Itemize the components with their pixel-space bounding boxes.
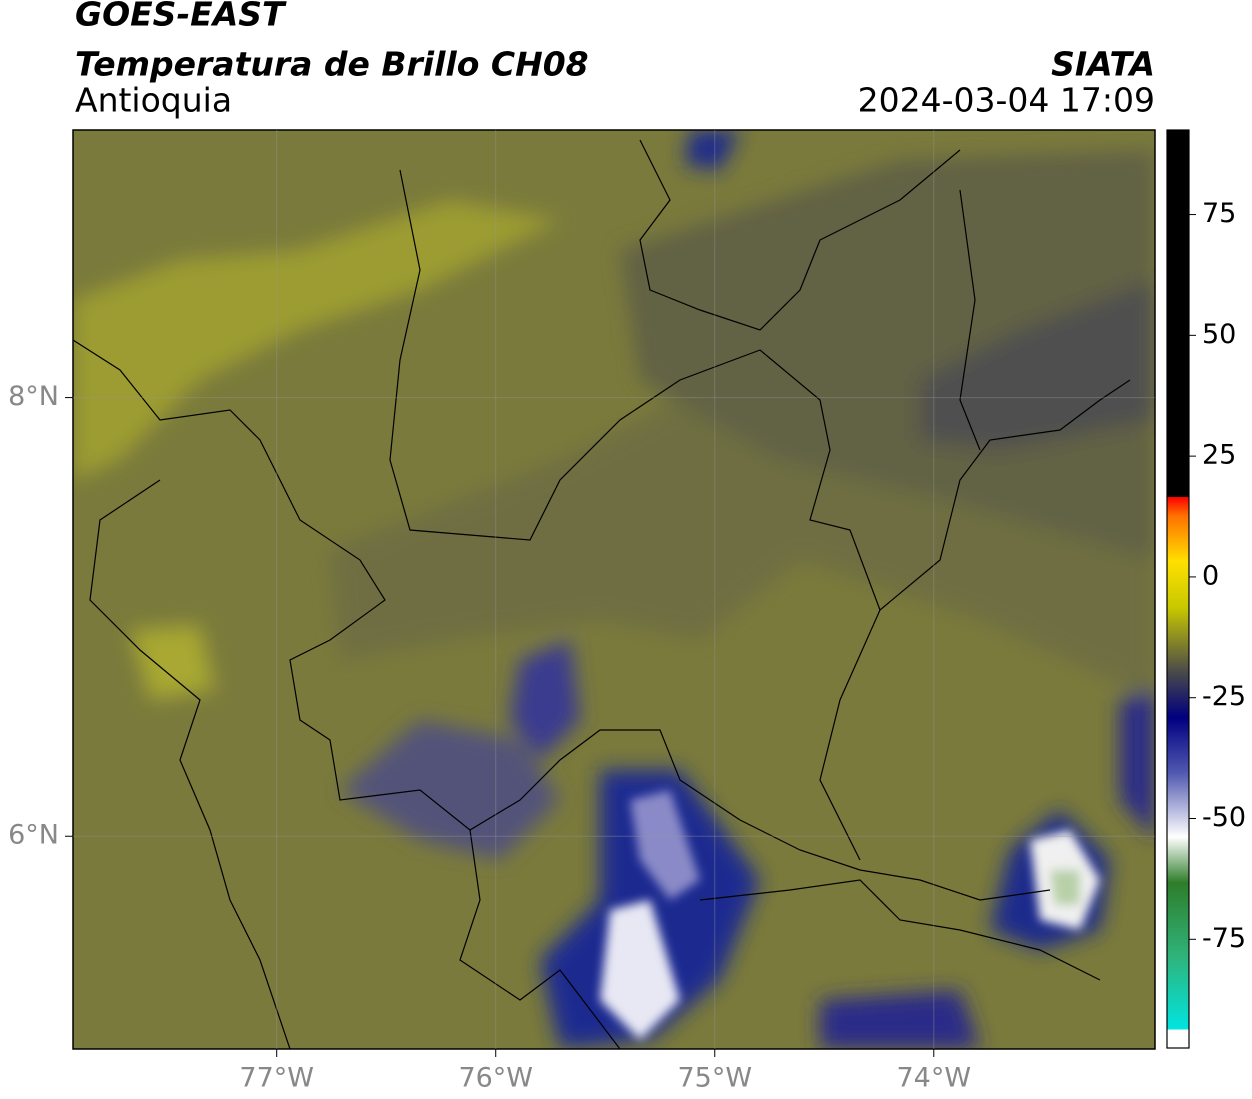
source: SIATA: [1051, 45, 1155, 84]
x-tick-label: 75°W: [677, 1063, 752, 1094]
datetime: 2024-03-04 17:09: [858, 81, 1155, 120]
subtitle: Temperatura de Brillo CH08: [75, 45, 589, 84]
x-tick-label: 77°W: [239, 1063, 314, 1094]
colorbar-tick-label: 75: [1202, 198, 1236, 229]
colorbar: [1166, 129, 1190, 1049]
colorbar-tick-label: 0: [1202, 560, 1219, 591]
colorbar-tick-label: -25: [1202, 681, 1246, 712]
x-tick-label: 74°W: [897, 1063, 972, 1094]
title: GOES-EAST: [75, 0, 287, 34]
region: Antioquia: [75, 81, 232, 120]
x-tick-label: 76°W: [458, 1063, 533, 1094]
colorbar-tick-label: -75: [1202, 923, 1246, 954]
map-frame: [72, 129, 1156, 1050]
colorbar-tick-label: 25: [1202, 440, 1236, 471]
colorbar-tick-label: 50: [1202, 319, 1236, 350]
y-tick-label: 6°N: [8, 820, 59, 851]
colorbar-tick-label: -50: [1202, 802, 1246, 833]
map-image: [73, 130, 1155, 1049]
y-tick-label: 8°N: [8, 381, 59, 412]
